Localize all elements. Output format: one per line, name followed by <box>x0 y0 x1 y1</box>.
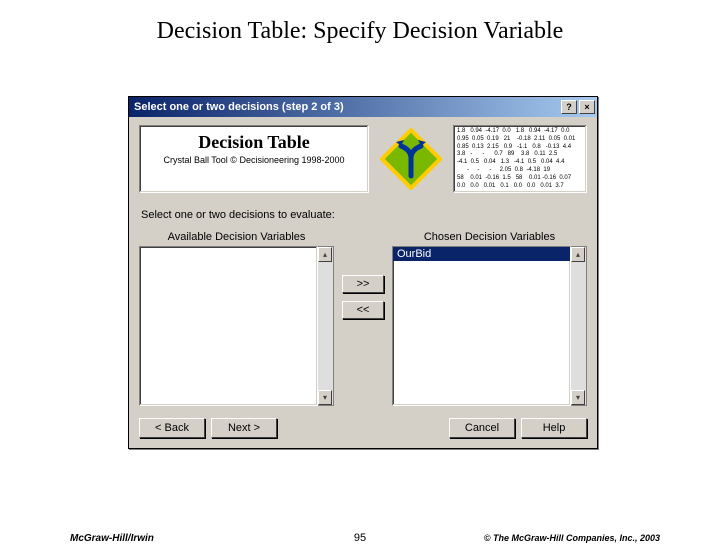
titlebar-close-button[interactable]: × <box>579 100 595 114</box>
help-button[interactable]: Help <box>521 418 587 438</box>
move-right-button[interactable]: >> <box>342 275 384 293</box>
chosen-item[interactable]: OurBid <box>393 247 570 261</box>
decision-icon <box>377 125 445 193</box>
slide-title: Decision Table: Specify Decision Variabl… <box>0 18 720 45</box>
dialog-body: Decision Table Crystal Ball Tool © Decis… <box>129 117 597 448</box>
available-listbox[interactable] <box>139 246 318 406</box>
data-grid-preview: 1.8 0.94 -4.17 0.0 1.8 0.94 -4.17 0.00.9… <box>453 125 587 193</box>
available-label: Available Decision Variables <box>168 231 306 243</box>
move-left-button[interactable]: << <box>342 301 384 319</box>
chosen-label: Chosen Decision Variables <box>424 231 555 243</box>
titlebar: Select one or two decisions (step 2 of 3… <box>129 97 597 117</box>
tool-subtitle: Crystal Ball Tool © Decisioneering 1998-… <box>152 155 356 165</box>
titlebar-help-button[interactable]: ? <box>561 100 577 114</box>
scroll-up-icon[interactable]: ▴ <box>571 247 585 262</box>
move-buttons: >> << <box>342 275 384 319</box>
scroll-up-icon[interactable]: ▴ <box>318 247 332 262</box>
tool-title: Decision Table <box>152 132 356 153</box>
slide-footer: McGraw-Hill/Irwin 95 © The McGraw-Hill C… <box>0 532 720 544</box>
available-column: Available Decision Variables ▴ ▾ <box>139 231 334 406</box>
scroll-down-icon[interactable]: ▾ <box>318 390 332 405</box>
prompt-text: Select one or two decisions to evaluate: <box>141 209 587 221</box>
header-row: Decision Table Crystal Ball Tool © Decis… <box>139 125 587 193</box>
chosen-column: Chosen Decision Variables OurBid ▴ ▾ <box>392 231 587 406</box>
chosen-listbox[interactable]: OurBid <box>392 246 571 406</box>
titlebar-text: Select one or two decisions (step 2 of 3… <box>134 101 559 113</box>
available-scrollbar[interactable]: ▴ ▾ <box>318 246 334 406</box>
cancel-button[interactable]: Cancel <box>449 418 515 438</box>
scroll-down-icon[interactable]: ▾ <box>571 390 585 405</box>
footer-right: © The McGraw-Hill Companies, Inc., 2003 <box>484 533 660 543</box>
lists-row: Available Decision Variables ▴ ▾ >> << C… <box>139 231 587 406</box>
dialog-window: Select one or two decisions (step 2 of 3… <box>128 96 598 449</box>
nav-row: < Back Next > Cancel Help <box>139 418 587 438</box>
next-button[interactable]: Next > <box>211 418 277 438</box>
tool-title-box: Decision Table Crystal Ball Tool © Decis… <box>139 125 369 193</box>
back-button[interactable]: < Back <box>139 418 205 438</box>
chosen-scrollbar[interactable]: ▴ ▾ <box>571 246 587 406</box>
footer-left: McGraw-Hill/Irwin <box>70 533 154 544</box>
